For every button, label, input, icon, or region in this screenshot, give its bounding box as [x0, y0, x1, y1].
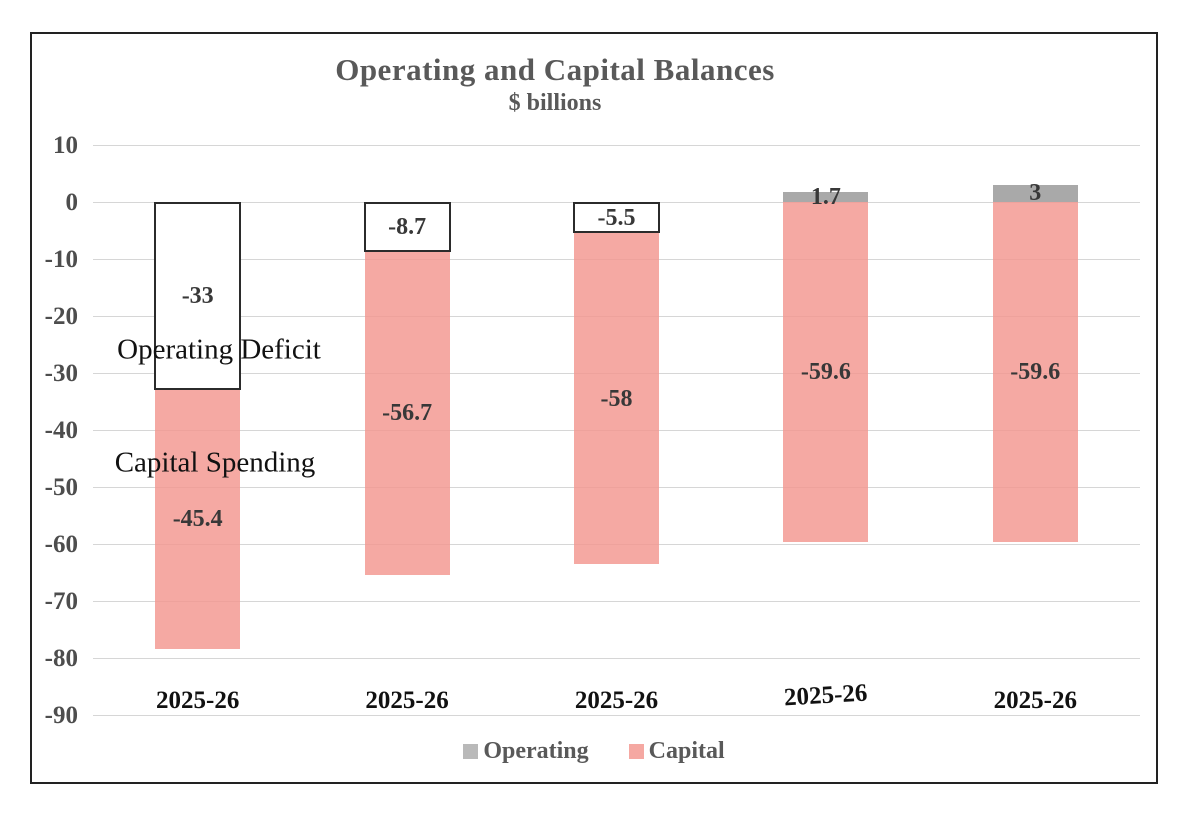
bar-operating-value-label: 1.7 — [810, 184, 841, 211]
legend-label: Operating — [483, 738, 589, 764]
gridline — [93, 601, 1140, 602]
gridline — [93, 658, 1140, 659]
bar-capital — [783, 202, 869, 542]
x-axis-category-label: 2025-26 — [365, 687, 449, 714]
bar-operating — [783, 192, 869, 202]
chart-annotation: Operating Deficit — [117, 333, 321, 366]
bar-capital-value-label: -59.6 — [1010, 358, 1061, 385]
gridline — [93, 715, 1140, 716]
y-axis-tick-label: -20 — [44, 303, 78, 330]
bar-capital — [992, 202, 1078, 542]
legend-swatch-icon — [628, 743, 644, 759]
legend-swatch-icon — [463, 743, 479, 759]
y-axis-tick-label: -40 — [44, 417, 78, 444]
chart-subtitle: $ billions — [508, 90, 602, 116]
x-axis-category-label: 2025-26 — [156, 687, 240, 714]
bar-capital — [155, 390, 241, 649]
legend-label: Capital — [648, 738, 725, 764]
chart-title: Operating and Capital Balances — [335, 52, 775, 87]
bar-capital-value-label: -56.7 — [382, 400, 433, 427]
bar-operating — [154, 202, 242, 391]
y-axis-tick-label: -80 — [44, 645, 78, 672]
x-axis-category-label: 2025-26 — [574, 687, 659, 714]
bar-capital — [364, 251, 450, 575]
y-axis-tick-label: 0 — [65, 189, 79, 216]
y-axis-tick-label: -50 — [44, 474, 78, 501]
bar-operating-value-label: 3 — [1029, 180, 1042, 207]
bar-operating — [573, 202, 660, 234]
y-axis-tick-label: -10 — [44, 246, 78, 273]
gridline — [93, 145, 1140, 146]
bar-capital-value-label: -59.6 — [800, 358, 851, 385]
bar-operating-value-label: -33 — [181, 283, 214, 310]
legend: Operating Capital — [0, 739, 1188, 763]
chart-border-frame — [30, 32, 1158, 784]
y-axis-tick-label: -60 — [44, 531, 78, 558]
y-axis-tick-label: -70 — [44, 588, 78, 615]
legend-item-operating: Operating — [463, 738, 589, 764]
y-axis-tick-label: 10 — [53, 132, 78, 159]
bar-operating-value-label: -8.7 — [388, 213, 427, 240]
bar-operating — [992, 184, 1078, 202]
legend-item-capital: Capital — [628, 738, 725, 764]
bar-operating — [363, 202, 451, 252]
x-axis-category-label: 2025-26 — [993, 687, 1077, 714]
bar-capital-value-label: -45.4 — [172, 506, 223, 533]
bar-capital-value-label: -58 — [600, 385, 633, 412]
y-axis-tick-label: -90 — [44, 702, 78, 729]
y-axis-tick-label: -30 — [44, 360, 78, 387]
bar-operating-value-label: -5.5 — [597, 204, 636, 231]
bar-capital — [574, 233, 659, 564]
chart-annotation: Capital Spending — [114, 446, 316, 479]
